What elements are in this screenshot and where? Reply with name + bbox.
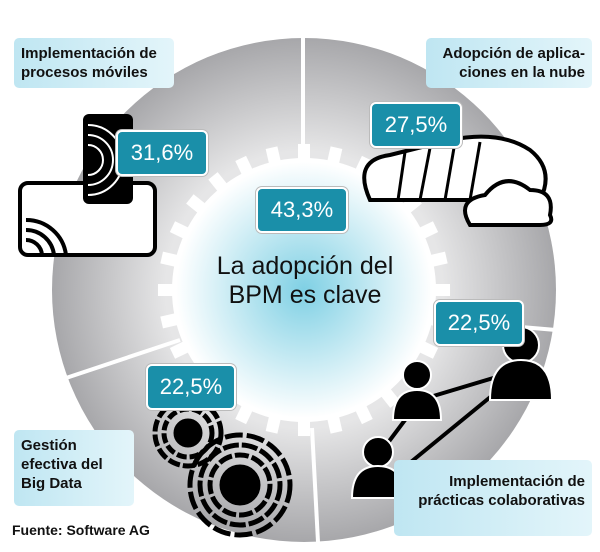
gear-tooth (169, 221, 192, 240)
value-mobile: 31,6% (116, 130, 208, 176)
gear-tooth (298, 418, 310, 436)
label-line: Gestión (21, 437, 77, 454)
gear-tooth (160, 251, 181, 268)
gear-tooth (326, 413, 343, 434)
value-cloud: 27,5% (370, 102, 462, 148)
gear-tooth (265, 413, 282, 434)
label-line: procesos móviles (21, 64, 148, 81)
cloud-icon (362, 134, 554, 227)
label-line: ciones en la nube (459, 64, 585, 81)
center-disc (176, 162, 432, 418)
label-line: prácticas colaborativas (418, 492, 585, 509)
label-big-data: Gestión efectiva del Big Data (14, 430, 134, 506)
label-line: efectiva del (21, 456, 103, 473)
gear-tooth (208, 172, 229, 194)
gear-tooth (186, 194, 208, 215)
gear-tooth (416, 340, 439, 359)
label-line: Implementación de (449, 473, 585, 490)
gear-tooth (169, 340, 192, 359)
value-collaborative: 22,5% (434, 300, 524, 346)
gear-tooth (265, 146, 282, 167)
label-line: Implementación de (21, 45, 157, 62)
source-note: Fuente: Software AG (12, 522, 150, 538)
label-cloud-apps: Adopción de aplica- ciones en la nube (426, 38, 592, 88)
gear-tooth (326, 146, 343, 167)
label-line: Big Data (21, 475, 82, 492)
gear-tooth (416, 221, 439, 240)
gear-tooth (354, 155, 373, 178)
value-center: 43,3% (256, 187, 348, 233)
gear-tooth (379, 386, 400, 408)
label-mobile-processes: Implementación de procesos móviles (14, 38, 174, 88)
center-title: La adopción del BPM es clave (190, 252, 420, 310)
value-big-data: 22,5% (146, 364, 236, 410)
gear-tooth (432, 284, 450, 296)
center-title-line2: BPM es clave (228, 281, 382, 309)
gear-tooth (158, 284, 176, 296)
gear-tooth (235, 155, 254, 178)
gear-tooth (427, 251, 448, 268)
gear-tooth (235, 402, 254, 425)
center-title-line1: La adopción del (216, 252, 394, 280)
gear-tooth (354, 402, 373, 425)
label-line: Adopción de aplica- (442, 45, 585, 62)
gear-tooth (160, 312, 181, 329)
label-collaborative-practices: Implementación de prácticas colaborativa… (394, 460, 592, 536)
